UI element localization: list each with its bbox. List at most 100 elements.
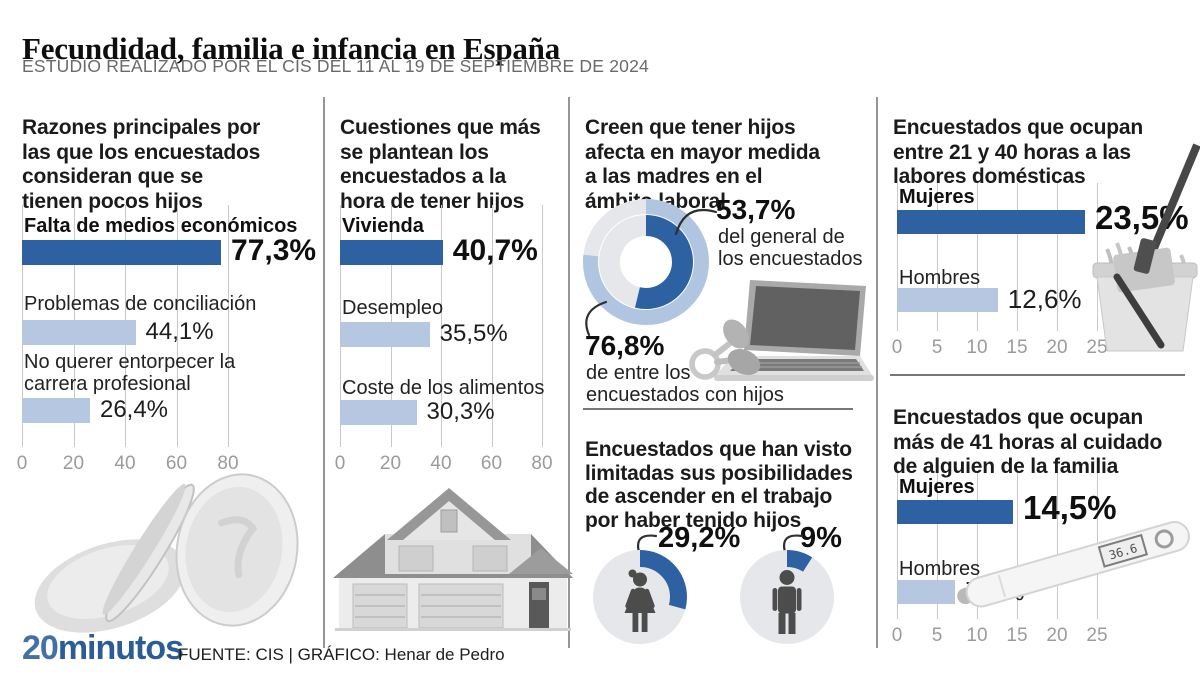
house-illustration <box>333 488 573 631</box>
gridline <box>542 205 543 447</box>
callout-value-with-children: 76,8% <box>585 330 665 361</box>
section-divider <box>890 374 1185 376</box>
donut-inner-arc <box>599 215 693 309</box>
column-divider <box>568 97 570 648</box>
picto-value-men: 9% <box>800 522 842 554</box>
axis-tick-label: 25 <box>1086 337 1108 358</box>
picto-callout-line-men <box>783 534 804 554</box>
laptop-rattle-illustration <box>689 280 874 381</box>
bar-conciliation <box>22 320 136 345</box>
bar-label-housing: Vivienda <box>342 215 424 237</box>
bar-label-career: No querer entorpecer la carrera profesio… <box>24 351 236 395</box>
column-divider <box>876 97 878 648</box>
axis-tick-label: 60 <box>480 453 503 474</box>
column-divider <box>323 97 325 648</box>
gridline <box>897 473 898 619</box>
chart-title-family-care: Encuestados que ocupan más de 41 horas a… <box>893 406 1163 479</box>
gridline <box>1097 183 1098 331</box>
bar-men-housework <box>897 288 998 312</box>
callout-caption-general: del general de los encuestados <box>718 226 863 270</box>
bar-label-food-cost: Coste de los alimentos <box>342 377 545 399</box>
bar-women-care <box>897 500 1013 524</box>
bar-chart-housework: 0 5 10 15 20 25 Mujeres 23,5% Hombres 12,6% <box>892 183 1189 358</box>
woman-pictogram <box>624 569 656 632</box>
bar-career <box>22 398 90 423</box>
axis-tick-label: 0 <box>334 453 346 474</box>
bar-value-economic-means: 77,3% <box>231 234 317 267</box>
section-divider <box>583 408 853 410</box>
bar-housing <box>340 240 443 265</box>
axis-tick-label: 5 <box>931 337 943 358</box>
page-subtitle: ESTUDIO REALIZADO POR EL CIS DEL 11 AL 1… <box>22 56 649 76</box>
euro-coins-illustration <box>34 473 299 633</box>
gridline <box>1057 183 1058 331</box>
bar-label-conciliation: Problemas de conciliación <box>24 293 257 315</box>
bar-label-women: Mujeres <box>899 186 975 208</box>
bar-value-housing: 40,7% <box>452 234 538 267</box>
chart-title-housework: Encuestados que ocupan entre 21 y 40 hor… <box>893 116 1143 189</box>
axis-tick-label: 5 <box>931 625 943 646</box>
axis-tick-label: 20 <box>1046 337 1068 358</box>
bar-label-unemployment: Desempleo <box>342 297 444 319</box>
gridline <box>937 183 938 331</box>
callout-caption-with-children: de entre los encuestados con hijos <box>586 362 784 406</box>
axis-tick-label: 40 <box>114 453 136 474</box>
bar-chart-concerns: 0 20 40 60 80 Vivienda 40,7% Desempleo 35,5%… <box>335 205 555 475</box>
picto-value-women: 29,2% <box>658 522 741 554</box>
gridline <box>491 205 493 447</box>
axis-tick-label: 25 <box>1086 625 1108 646</box>
axis-tick-label: 20 <box>62 453 85 474</box>
logo-part-20: 20 <box>22 629 59 667</box>
axis-tick-label: 20 <box>379 453 402 474</box>
gridline <box>441 205 442 447</box>
gridline <box>1057 473 1058 619</box>
mop-bucket-illustration <box>1092 143 1200 352</box>
axis-tick-label: 15 <box>1006 337 1028 358</box>
callout-value-general: 53,7% <box>716 194 796 225</box>
bar-label-women: Mujeres <box>899 476 975 498</box>
bar-label-men: Hombres <box>899 558 981 580</box>
bar-women-housework <box>897 210 1085 234</box>
bar-value-unemployment: 35,5% <box>439 320 508 347</box>
double-donut-chart <box>583 199 709 325</box>
bar-economic-means <box>22 240 222 265</box>
axis-tick-label: 80 <box>531 453 553 474</box>
chart-title-promotion-limited: Encuestados que han visto limitadas sus … <box>585 438 853 532</box>
bar-value-food-cost: 30,3% <box>426 398 495 425</box>
page-title: Fecundidad, familia e infancia en España <box>22 30 561 66</box>
axis-tick-label: 80 <box>217 453 239 474</box>
logo-part-minutos: minutos <box>57 629 184 667</box>
axis-tick-label: 0 <box>16 453 28 474</box>
men-promotion-donut <box>740 550 834 644</box>
bar-chart-reasons: 0 20 40 60 80 Falta de medios económicos 77,… <box>17 205 317 475</box>
gridline <box>228 205 229 447</box>
axis-tick-label: 20 <box>1046 625 1068 646</box>
bar-value-women-care: 14,5% <box>1023 489 1117 526</box>
axis-tick-label: 10 <box>966 625 988 646</box>
axis-tick-label: 10 <box>966 337 988 358</box>
bar-men-care <box>897 580 956 604</box>
bar-label-men: Hombres <box>899 267 981 289</box>
gridline <box>897 183 898 331</box>
brand-logo-20minutos: 20minutos <box>22 629 184 668</box>
chart-title-reasons: Razones principales por las que los encu… <box>22 116 261 213</box>
gridline <box>1017 183 1018 331</box>
axis-tick-label: 0 <box>891 337 903 358</box>
axis-tick-label: 40 <box>430 453 452 474</box>
axis-tick-label: 15 <box>1006 625 1028 646</box>
bar-value-men-housework: 12,6% <box>1007 284 1082 314</box>
women-promotion-donut <box>593 550 687 644</box>
gridline <box>937 473 938 619</box>
thermometer-illustration: 36.6 <box>957 521 1190 608</box>
donut-callout-lines <box>585 208 718 337</box>
bar-value-career: 26,4% <box>99 396 169 423</box>
axis-tick-label: 60 <box>165 453 188 474</box>
bar-label-economic-means: Falta de medios económicos <box>24 215 298 237</box>
source-credits: FUENTE: CIS | GRÁFICO: Henar de Pedro <box>178 645 505 664</box>
gridline <box>977 183 978 331</box>
bar-value-conciliation: 44,1% <box>145 318 214 345</box>
picto-callout-line-women <box>637 534 658 554</box>
gridline <box>1017 473 1018 619</box>
gridline <box>977 473 978 619</box>
axis-tick-label: 0 <box>891 625 903 646</box>
